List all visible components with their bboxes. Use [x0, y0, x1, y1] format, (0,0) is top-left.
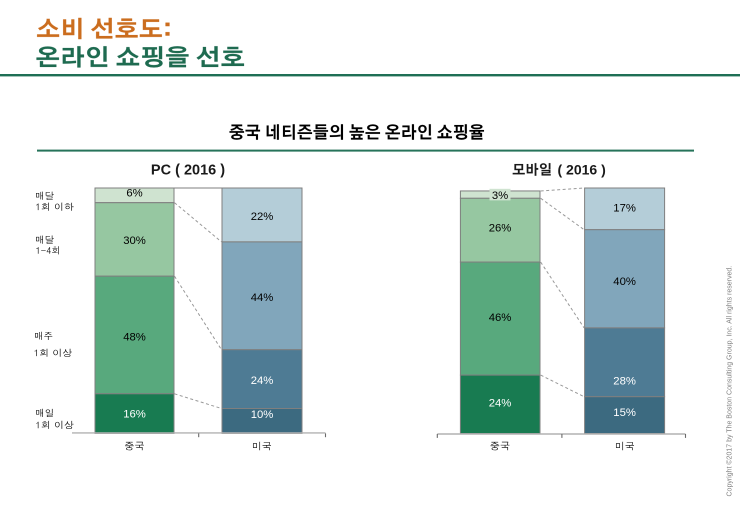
svg-text:28%: 28% [613, 376, 636, 388]
svg-text:16%: 16% [123, 408, 146, 420]
svg-text:24%: 24% [251, 375, 274, 387]
svg-text:( 2016 ): ( 2016 ) [558, 162, 606, 178]
svg-text:30%: 30% [123, 235, 146, 247]
svg-text:24%: 24% [489, 398, 512, 410]
svg-text:44%: 44% [251, 292, 274, 304]
svg-text:6%: 6% [126, 188, 142, 200]
svg-text:46%: 46% [489, 312, 512, 324]
svg-text:15%: 15% [613, 407, 636, 419]
svg-text:22%: 22% [251, 211, 274, 223]
svg-text:26%: 26% [489, 223, 512, 235]
svg-text:40%: 40% [613, 276, 636, 288]
svg-text:17%: 17% [613, 202, 636, 214]
svg-text:PC ( 2016 ): PC ( 2016 ) [151, 163, 225, 179]
svg-text:Copyright ©2017 by The Boston: Copyright ©2017 by The Boston Consulting… [726, 266, 734, 497]
svg-text:10%: 10% [251, 409, 274, 421]
svg-text:3%: 3% [492, 190, 508, 202]
svg-text:48%: 48% [123, 331, 146, 343]
